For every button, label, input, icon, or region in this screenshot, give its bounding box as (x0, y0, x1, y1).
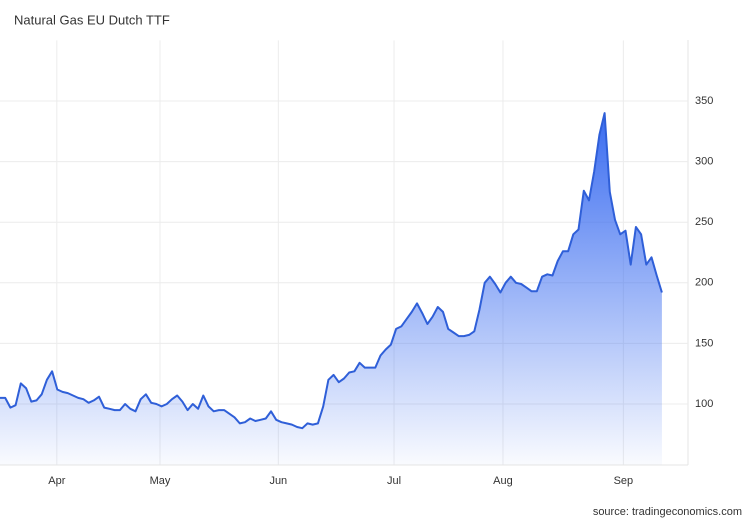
source: source: tradingeconomics.com (593, 506, 742, 518)
chart-title: Natural Gas EU Dutch TTF (14, 12, 170, 27)
y-tick-label: 200 (695, 277, 713, 289)
y-tick-label: 350 (695, 95, 713, 107)
x-tick-label: Jul (387, 475, 401, 487)
area (0, 113, 662, 465)
x-tick-label: Jun (269, 475, 287, 487)
y-tick-label: 150 (695, 337, 713, 349)
x-tick-label: May (150, 475, 171, 487)
x-tick-label: Apr (48, 475, 65, 487)
x-tick-label: Sep (614, 475, 634, 487)
y-tick-label: 250 (695, 216, 713, 228)
line (0, 112, 663, 430)
y-tick-label: 100 (695, 398, 713, 410)
x-tick-label: Aug (493, 475, 513, 487)
y-tick-label: 300 (695, 156, 713, 168)
